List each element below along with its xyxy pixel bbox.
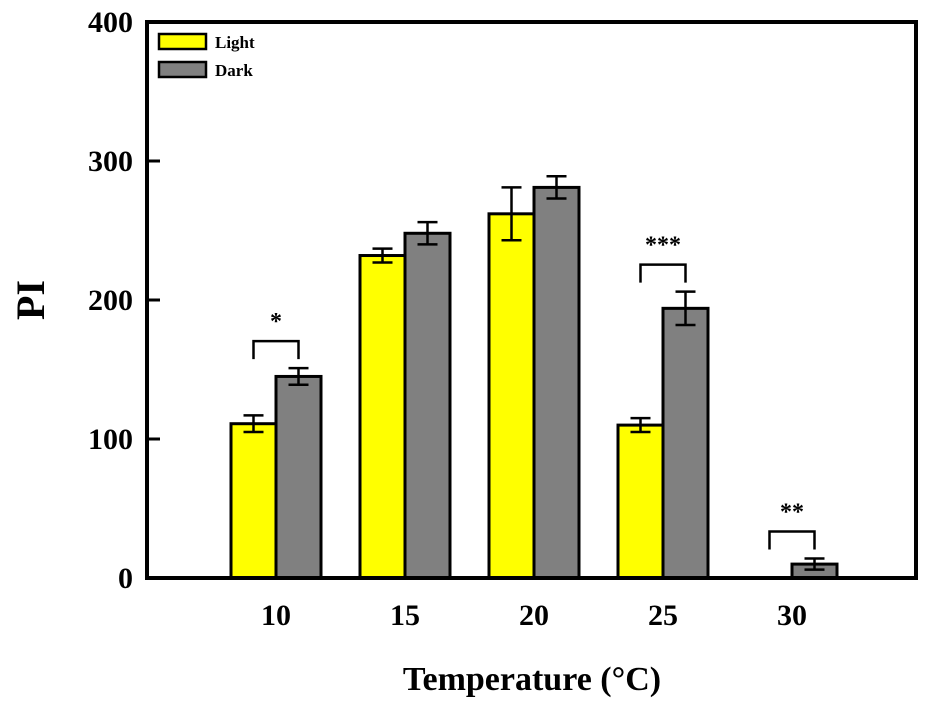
legend-item-light: Light — [157, 32, 255, 52]
y-tick-200: 200 — [88, 284, 160, 317]
x-tick-label-10: 10 — [261, 599, 291, 632]
y-tick-100: 100 — [88, 423, 160, 456]
error-bar-dark-30 — [804, 557, 825, 571]
bar-light-15 — [358, 254, 407, 580]
error-bar-dark-10 — [288, 366, 309, 387]
error-bar-dark-20 — [546, 175, 567, 200]
legend-swatch-dark — [157, 60, 208, 79]
x-tick-label-25: 25 — [648, 599, 678, 632]
bar-dark-20 — [532, 185, 581, 580]
error-bar-light-10 — [243, 414, 264, 434]
legend-swatch-light — [157, 32, 208, 51]
y-tick-label-300: 300 — [88, 145, 133, 178]
legend-label-light: Light — [215, 33, 255, 52]
y-tick-label-0: 0 — [118, 562, 133, 595]
y-tick-400: 400 — [88, 6, 160, 39]
y-tick-0: 0 — [118, 562, 160, 595]
legend: Light Dark — [157, 32, 255, 80]
bars-layer — [229, 185, 839, 580]
x-tick-15: 15 — [390, 566, 420, 632]
x-tick-label-20: 20 — [519, 599, 549, 632]
y-tick-300: 300 — [88, 145, 160, 178]
bar-dark-25 — [661, 306, 710, 580]
error-bars-layer — [243, 175, 825, 571]
x-axis-label: Temperature (°C) — [403, 661, 661, 698]
legend-label-dark: Dark — [215, 61, 253, 80]
error-bar-light-15 — [372, 247, 393, 264]
error-bar-dark-25 — [675, 290, 696, 327]
legend-item-dark: Dark — [157, 60, 253, 80]
bar-light-25 — [616, 423, 665, 580]
y-axis-label: PI — [8, 280, 53, 320]
y-tick-label-100: 100 — [88, 423, 133, 456]
significance-label-25: *** — [645, 233, 681, 259]
x-tick-25: 25 — [648, 566, 678, 632]
x-tick-20: 20 — [519, 566, 549, 632]
bar-light-20 — [487, 212, 536, 580]
bar-dark-15 — [403, 231, 452, 580]
x-tick-label-15: 15 — [390, 599, 420, 632]
bar-light-10 — [229, 422, 278, 580]
significance-label-30: ** — [780, 500, 804, 526]
y-tick-label-400: 400 — [88, 6, 133, 39]
significance-10: * — [252, 309, 300, 360]
y-axis: 0 100 200 300 400 — [88, 6, 160, 595]
error-bar-dark-15 — [417, 220, 438, 246]
x-axis: 10 15 20 25 30 — [261, 566, 807, 632]
bar-dark-10 — [274, 374, 323, 580]
x-tick-label-30: 30 — [777, 599, 807, 632]
significance-layer: ****** — [252, 233, 816, 550]
significance-label-10: * — [270, 309, 282, 335]
x-tick-10: 10 — [261, 566, 291, 632]
significance-25: *** — [639, 233, 687, 283]
x-tick-30: 30 — [777, 566, 807, 632]
y-tick-label-200: 200 — [88, 284, 133, 317]
significance-30: ** — [768, 500, 816, 550]
error-bar-light-20 — [501, 186, 522, 242]
error-bar-light-25 — [630, 416, 651, 434]
